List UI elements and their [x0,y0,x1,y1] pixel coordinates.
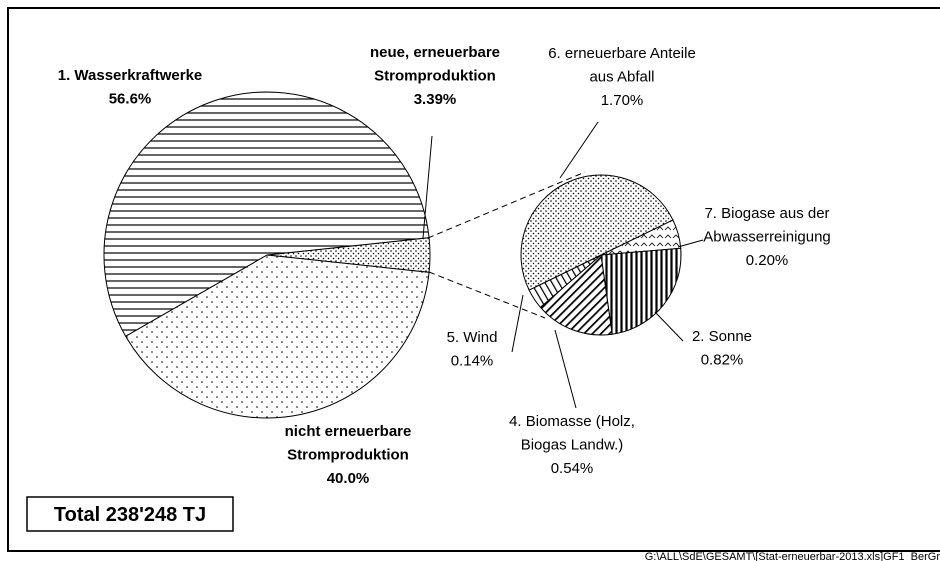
slice-label: 4. Biomasse (Holz, [509,413,635,430]
value-label: 0.20% [746,252,789,269]
value-label: 56.6% [109,91,152,108]
slice-label: Stromproduktion [374,68,496,85]
value-label: 40.0% [327,470,370,487]
pie-slice [600,247,682,335]
connector [427,171,586,239]
pie-slice [124,254,430,419]
slice-label: Stromproduktion [287,447,409,464]
pie-slice [520,174,674,291]
slice-label: 6. erneuerbare Anteile [548,45,696,62]
pie-slice [103,91,430,337]
value-label: 1.70% [601,92,644,109]
slice-label: 5. Wind [447,329,498,346]
total-box [26,496,234,532]
value-label: 0.82% [701,352,744,369]
annotation: Total 238'248 TJ [54,504,206,526]
slice-label: 1. Wasserkraftwerke [58,67,203,84]
connector [428,271,546,319]
slice-label: 7. Biogase aus der [704,205,829,222]
slice-label: Abwasserreinigung [703,229,831,246]
value-label: 0.14% [451,353,494,370]
leader-lines [422,121,704,409]
value-label: 0.54% [551,460,594,477]
pie-slice [539,254,613,336]
slice-label: aus Abfall [589,69,654,86]
slice-label: neue, erneuerbare [370,44,500,61]
footer: G:\ALL\SdE\GESAMT\[Stat-erneuerbar-2013.… [645,551,940,561]
value-label: 3.39% [414,91,457,108]
slice-label: Biogas Landw.) [521,437,624,454]
slice-label: nicht erneuerbare [285,423,412,440]
slice-label: 2. Sonne [692,328,752,345]
